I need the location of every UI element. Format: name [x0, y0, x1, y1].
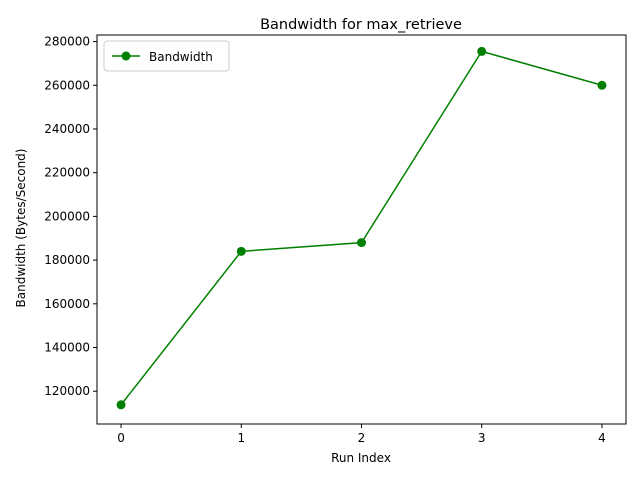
y-tick-label: 260000: [44, 78, 90, 92]
y-tick-label: 140000: [44, 341, 90, 355]
y-tick-label: 160000: [44, 297, 90, 311]
x-tick-label: 4: [598, 431, 606, 445]
legend-label-bandwidth: Bandwidth: [149, 50, 213, 64]
plot-frame: [96, 34, 627, 425]
legend-marker-bandwidth: [121, 51, 131, 61]
data-point: [236, 246, 246, 256]
y-tick-label: 180000: [44, 253, 90, 267]
y-axis-label: Bandwidth (Bytes/Second): [14, 149, 28, 308]
y-tick-label: 120000: [44, 384, 90, 398]
chart-title: Bandwidth for max_retrieve: [260, 17, 462, 33]
y-tick-label: 240000: [44, 122, 90, 136]
x-tick-label: 0: [117, 431, 125, 445]
x-tick-label: 3: [478, 431, 486, 445]
x-tick-label: 2: [358, 431, 366, 445]
y-tick-label: 280000: [44, 35, 90, 49]
series-layer: [116, 46, 607, 410]
legend-box: [103, 40, 230, 72]
y-tick-label: 220000: [44, 166, 90, 180]
data-point: [116, 400, 126, 410]
series-line-bandwidth: [120, 50, 603, 406]
data-point: [477, 46, 487, 56]
data-point: [597, 80, 607, 90]
x-tick-label: 1: [237, 431, 245, 445]
x-axis-label: Run Index: [331, 451, 391, 465]
y-tick-label: 200000: [44, 209, 90, 223]
axis-ticks: 0 1 2 3 4 120000 140000 160000 180000 200000 22000…: [44, 35, 606, 445]
data-point: [357, 238, 366, 248]
legend: Bandwidth: [103, 40, 230, 72]
